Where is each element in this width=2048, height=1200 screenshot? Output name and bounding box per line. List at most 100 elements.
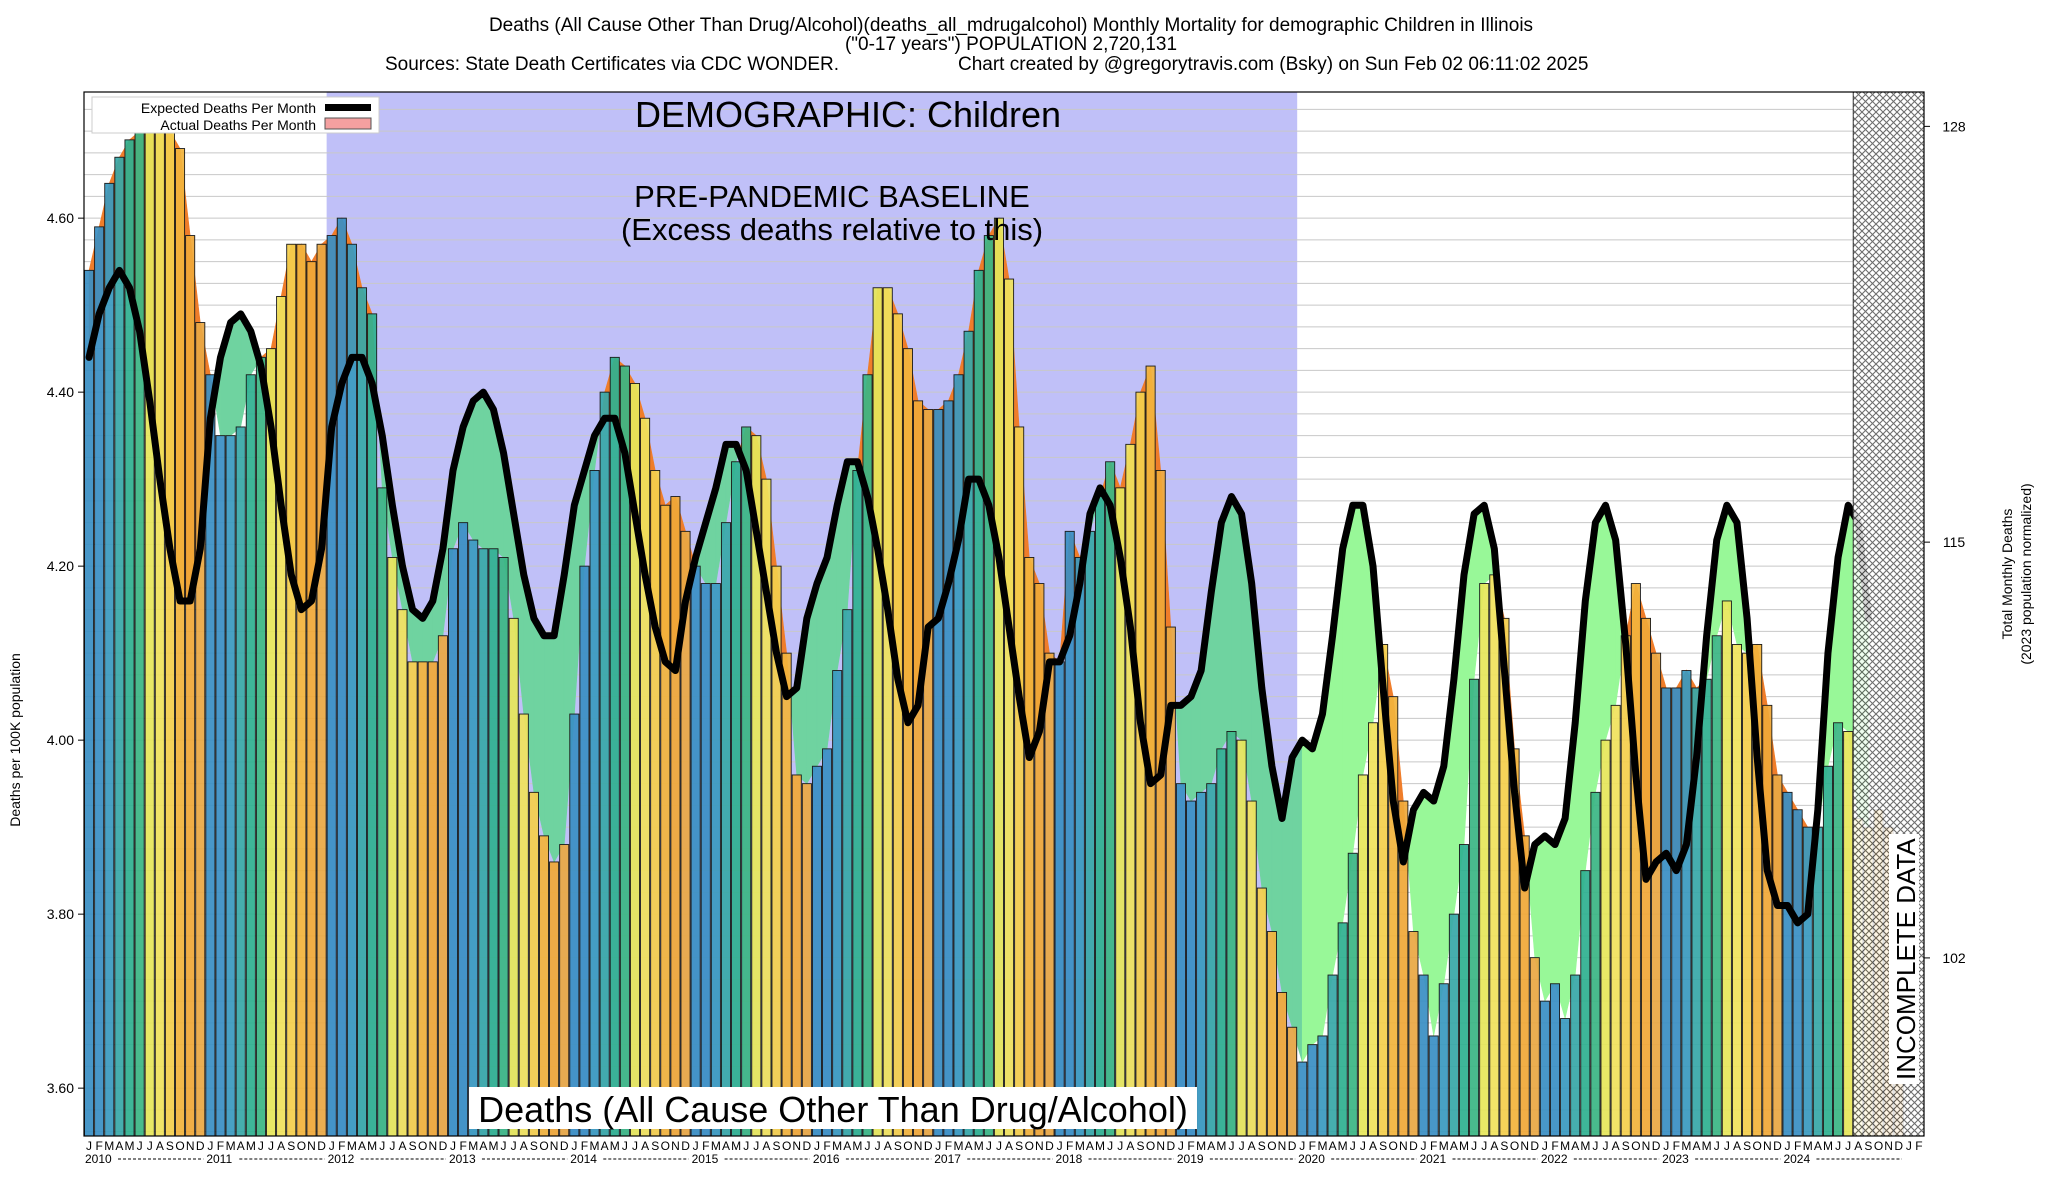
actual-bar: [1711, 635, 1722, 1137]
month-tick-label: J: [450, 1139, 456, 1153]
actual-bar: [1448, 913, 1459, 1137]
actual-bar: [437, 635, 448, 1137]
month-tick-label: D: [1409, 1139, 1418, 1153]
month-tick-label: M: [347, 1139, 357, 1153]
actual-bar: [589, 470, 600, 1137]
chart-title-line2: ("0-17 years") POPULATION 2,720,131: [845, 34, 1177, 55]
month-tick-label: A: [1248, 1139, 1256, 1153]
month-tick-label: J: [86, 1139, 92, 1153]
difference-area: [1231, 495, 1242, 741]
month-tick-label: J: [622, 1139, 628, 1153]
actual-bar: [660, 504, 671, 1137]
month-tick-label: F: [459, 1139, 466, 1153]
month-tick-label: J: [1603, 1139, 1609, 1153]
actual-bar: [1105, 461, 1116, 1137]
month-tick-label: A: [1612, 1139, 1620, 1153]
month-tick-label: A: [1490, 1139, 1498, 1153]
actual-bar: [913, 400, 924, 1137]
actual-bar: [195, 322, 206, 1137]
month-tick-label: O: [1753, 1139, 1762, 1153]
actual-bar: [1337, 922, 1348, 1137]
actual-bar: [1236, 739, 1247, 1137]
month-tick-label: J: [1057, 1139, 1063, 1153]
y2-tick-label: 128: [1942, 118, 1966, 134]
month-tick-label: M: [124, 1139, 134, 1153]
month-tick-label: S: [773, 1139, 781, 1153]
actual-bar: [1266, 931, 1277, 1137]
month-tick-label: A: [762, 1139, 770, 1153]
actual-bar: [215, 435, 226, 1137]
month-tick-label: J: [753, 1139, 759, 1153]
actual-bar: [1418, 974, 1429, 1137]
legend-expected-swatch: [325, 104, 371, 111]
actual-bar: [993, 217, 1004, 1137]
actual-bar: [1074, 557, 1085, 1137]
month-tick-label: M: [488, 1139, 498, 1153]
actual-bar: [427, 661, 438, 1137]
baseline-label-line2: (Excess deaths relative to this): [621, 212, 1043, 247]
month-tick-label: J: [1421, 1139, 1427, 1153]
month-tick-label: J: [379, 1139, 385, 1153]
actual-bar: [1125, 443, 1136, 1137]
actual-bar: [1246, 800, 1257, 1137]
month-tick-label: A: [601, 1139, 609, 1153]
month-tick-label: F: [581, 1139, 588, 1153]
actual-bar: [276, 296, 287, 1137]
incomplete-label-group: INCOMPLETE DATA: [1889, 834, 1921, 1084]
month-tick-label: O: [175, 1139, 184, 1153]
month-tick-label: S: [409, 1139, 417, 1153]
month-tick-label: F: [1187, 1139, 1194, 1153]
month-tick-label: M: [1823, 1139, 1833, 1153]
actual-bar: [367, 313, 378, 1137]
month-tick-label: N: [1399, 1139, 1408, 1153]
actual-bar: [306, 261, 317, 1137]
month-tick-label: N: [1884, 1139, 1893, 1153]
difference-area: [543, 635, 555, 863]
month-tick-label: J: [1785, 1139, 1791, 1153]
actual-bar: [1277, 992, 1288, 1137]
actual-bar: [164, 130, 175, 1137]
difference-area: [1301, 739, 1313, 1064]
actual-bar: [346, 243, 357, 1137]
month-tick-label: A: [479, 1139, 487, 1153]
month-tick-label: J: [1299, 1139, 1305, 1153]
actual-bar: [1843, 731, 1854, 1137]
actual-bar: [1347, 852, 1358, 1137]
actual-bar: [943, 400, 954, 1137]
month-tick-label: S: [1379, 1139, 1387, 1153]
y2-tick-label: 115: [1943, 534, 1966, 550]
month-tick-label: O: [661, 1139, 670, 1153]
actual-bar: [1782, 791, 1793, 1137]
actual-bar: [458, 522, 469, 1137]
year-tick-label: 2014: [570, 1152, 597, 1166]
month-tick-label: O: [297, 1139, 306, 1153]
month-tick-label: J: [875, 1139, 881, 1153]
actual-bar: [1560, 1018, 1571, 1137]
actual-bar: [518, 713, 529, 1137]
actual-bar: [397, 609, 408, 1137]
actual-bar: [1084, 530, 1095, 1137]
month-tick-label: S: [894, 1139, 902, 1153]
actual-bar: [1357, 774, 1368, 1137]
month-tick-label: F: [1066, 1139, 1073, 1153]
actual-bar: [1317, 1035, 1328, 1137]
actual-bar: [731, 461, 742, 1137]
month-tick-label: A: [1086, 1139, 1094, 1153]
y2-axis-label-line1: Total Monthly Deaths: [1999, 509, 2015, 640]
actual-bar: [1539, 1000, 1550, 1137]
month-tick-label: J: [1239, 1139, 1245, 1153]
month-tick-label: J: [258, 1139, 264, 1153]
actual-bar: [801, 783, 812, 1137]
year-tick-label: 2015: [692, 1152, 719, 1166]
month-tick-label: F: [1551, 1139, 1558, 1153]
month-tick-label: J: [1350, 1139, 1356, 1153]
actual-bar: [468, 539, 479, 1137]
month-tick-label: A: [843, 1139, 851, 1153]
month-tick-label: S: [1258, 1139, 1266, 1153]
actual-bar: [1297, 1061, 1308, 1137]
month-tick-label: F: [217, 1139, 224, 1153]
actual-bar: [528, 791, 539, 1137]
month-tick-label: M: [468, 1139, 478, 1153]
actual-bar: [933, 409, 944, 1137]
actual-bar: [245, 374, 256, 1137]
